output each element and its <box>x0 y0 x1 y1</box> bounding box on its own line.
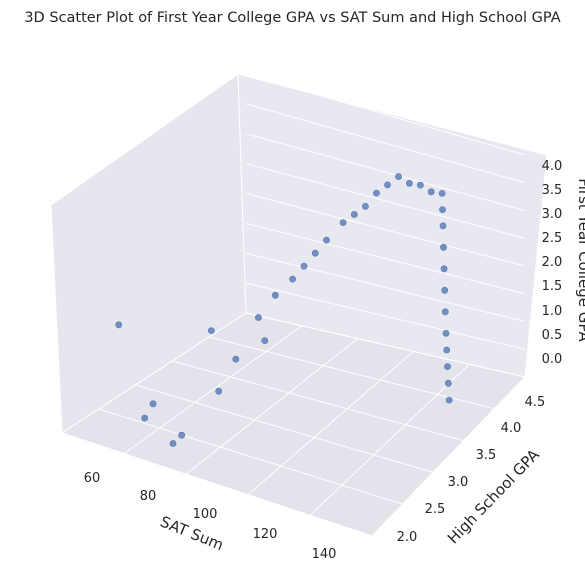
data-point <box>323 236 330 244</box>
floor-gridline <box>135 384 434 473</box>
data-point <box>441 308 449 316</box>
floor-gridline <box>371 376 526 537</box>
data-point <box>350 211 358 218</box>
floor-gridline <box>98 408 403 505</box>
floor-gridline <box>123 325 303 455</box>
data-point <box>444 363 451 370</box>
data-point <box>289 275 296 283</box>
back-gridline <box>245 312 526 378</box>
data-point <box>311 249 319 257</box>
data-point <box>438 189 446 197</box>
z-tick-label: 2.5 <box>542 231 563 246</box>
z-tick-label: 1.5 <box>542 279 563 294</box>
z-tick-label: 0.5 <box>542 328 563 343</box>
data-point <box>384 181 391 189</box>
data-point <box>178 431 186 439</box>
back-gridline <box>245 222 526 295</box>
data-point <box>439 222 447 230</box>
floor-gridline <box>185 338 358 475</box>
x-tick-label: 80 <box>140 489 157 504</box>
z-axis-ticks: 0.0 0.5 1.0 1.5 2.0 2.5 3.0 3.5 4.0 <box>542 159 563 367</box>
data-point <box>207 327 215 334</box>
y-axis-ticks: 2.0 2.5 3.0 3.5 4.0 4.5 <box>397 395 546 545</box>
floor-gridline <box>309 363 470 516</box>
y-tick-label: 3.5 <box>476 448 497 463</box>
z-axis-label: First Year College GPA <box>575 178 585 342</box>
floor-gridline <box>61 312 247 434</box>
data-point <box>141 414 149 422</box>
data-point <box>261 337 269 344</box>
data-point <box>254 314 262 321</box>
x-tick-label: 60 <box>84 471 101 486</box>
data-point <box>232 355 240 363</box>
floor-gridline <box>172 360 464 442</box>
z-tick-label: 1.0 <box>542 304 563 319</box>
data-point <box>444 379 452 387</box>
y-tick-label: 2.5 <box>425 502 446 517</box>
y-tick-label: 3.0 <box>448 475 469 490</box>
data-point <box>339 219 347 226</box>
data-point <box>439 206 446 213</box>
data-point <box>440 243 447 251</box>
back-gridline <box>245 163 526 239</box>
data-point <box>395 173 402 180</box>
y-tick-label: 4.5 <box>525 395 546 410</box>
x-tick-label: 140 <box>312 547 337 562</box>
data-point <box>416 181 424 189</box>
back-gridline <box>245 73 526 156</box>
data-point <box>440 265 448 273</box>
floor-gridline <box>209 336 495 410</box>
y-tick-label: 4.0 <box>501 421 522 436</box>
data-point <box>445 396 453 404</box>
chart-title: 3D Scatter Plot of First Year College GP… <box>24 10 560 26</box>
back-gridline <box>245 103 526 184</box>
z-tick-label: 4.0 <box>542 159 563 174</box>
back-gridline <box>245 282 526 350</box>
y-tick-label: 2.0 <box>397 530 418 545</box>
x-axis-ticks: 60 80 100 120 140 <box>84 471 337 562</box>
data-point <box>441 286 449 294</box>
z-tick-label: 3.0 <box>542 207 563 222</box>
data-point <box>215 387 223 395</box>
data-point <box>373 189 380 197</box>
data-point <box>442 329 450 337</box>
z-tick-label: 2.0 <box>542 255 563 270</box>
data-point <box>115 321 123 329</box>
back-gridline <box>245 193 526 267</box>
3d-panes <box>50 73 548 537</box>
gridlines <box>61 73 526 537</box>
back-gridline <box>245 252 526 322</box>
data-point <box>361 202 369 210</box>
scatter-points <box>115 173 453 447</box>
data-point <box>443 346 451 354</box>
z-tick-label: 0.0 <box>542 352 563 367</box>
back-gridline <box>245 133 526 211</box>
data-point <box>405 179 413 187</box>
data-point <box>149 400 157 408</box>
z-tick-label: 3.5 <box>542 183 563 198</box>
floor-gridline <box>247 351 414 496</box>
data-point <box>300 262 308 270</box>
data-point <box>169 440 177 447</box>
x-tick-label: 100 <box>193 507 218 522</box>
x-tick-label: 120 <box>253 527 278 542</box>
floor-gridline <box>61 432 373 537</box>
data-point <box>271 291 279 299</box>
data-point <box>427 188 435 196</box>
